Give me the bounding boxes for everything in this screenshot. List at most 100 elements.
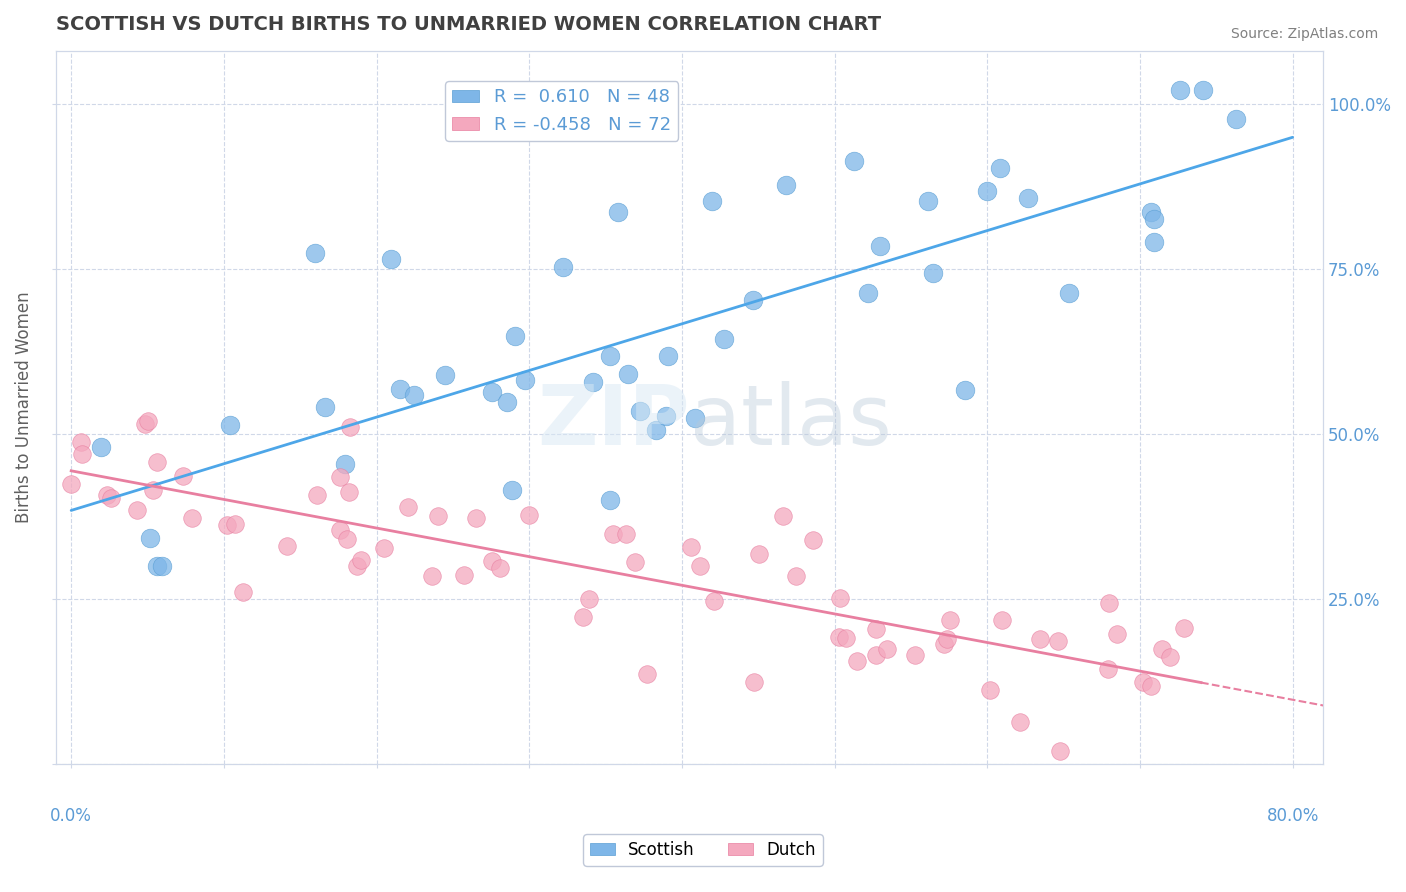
Point <box>1168 83 1191 97</box>
Point <box>1028 632 1050 646</box>
Point <box>276 539 298 553</box>
Point <box>329 470 352 484</box>
Point <box>689 559 711 574</box>
Point <box>172 469 194 483</box>
Point <box>991 613 1014 627</box>
Point <box>1017 191 1039 205</box>
Point <box>599 492 621 507</box>
Point <box>314 401 336 415</box>
Point <box>624 555 647 569</box>
Text: atlas: atlas <box>689 381 891 462</box>
Point <box>1008 714 1031 729</box>
Point <box>232 585 254 599</box>
Point <box>100 491 122 506</box>
Legend: Scottish, Dutch: Scottish, Dutch <box>583 835 823 866</box>
Point <box>90 440 112 454</box>
Point <box>775 178 797 192</box>
Point <box>979 683 1001 698</box>
Point <box>465 510 488 524</box>
Point <box>772 508 794 523</box>
Point <box>602 526 624 541</box>
Point <box>657 349 679 363</box>
Point <box>481 554 503 568</box>
Text: 80.0%: 80.0% <box>1267 807 1319 825</box>
Point <box>617 367 640 381</box>
Point <box>702 194 724 208</box>
Point <box>146 559 169 574</box>
Point <box>70 435 93 450</box>
Point <box>420 568 443 582</box>
Point <box>426 508 449 523</box>
Point <box>513 373 536 387</box>
Point <box>876 642 898 657</box>
Point <box>337 485 360 500</box>
Point <box>380 252 402 266</box>
Point <box>1139 205 1161 219</box>
Text: SCOTTISH VS DUTCH BIRTHS TO UNMARRIED WOMEN CORRELATION CHART: SCOTTISH VS DUTCH BIRTHS TO UNMARRIED WO… <box>56 15 882 34</box>
Point <box>953 383 976 397</box>
Point <box>503 328 526 343</box>
Point <box>1191 83 1213 97</box>
Point <box>70 448 93 462</box>
Point <box>742 674 765 689</box>
Point <box>636 667 658 681</box>
Point <box>1132 675 1154 690</box>
Point <box>127 502 149 516</box>
Point <box>572 610 595 624</box>
Point <box>150 559 173 574</box>
Point <box>936 632 959 646</box>
Point <box>1107 627 1129 641</box>
Point <box>856 285 879 300</box>
Point <box>939 613 962 627</box>
Point <box>1139 679 1161 693</box>
Point <box>496 395 519 409</box>
Point <box>599 349 621 363</box>
Point <box>1047 633 1070 648</box>
Point <box>614 527 637 541</box>
Point <box>1049 744 1071 758</box>
Point <box>1057 285 1080 300</box>
Point <box>976 184 998 198</box>
Point <box>785 569 807 583</box>
Point <box>578 591 600 606</box>
Point <box>501 483 523 497</box>
Legend: R =  0.610   N = 48, R = -0.458   N = 72: R = 0.610 N = 48, R = -0.458 N = 72 <box>446 81 678 141</box>
Point <box>828 591 851 605</box>
Point <box>350 552 373 566</box>
Point <box>134 417 156 431</box>
Point <box>835 631 858 645</box>
Point <box>932 637 955 651</box>
Point <box>388 382 411 396</box>
Text: ZIP: ZIP <box>537 381 689 462</box>
Point <box>517 508 540 523</box>
Point <box>921 266 943 280</box>
Y-axis label: Births to Unmarried Women: Births to Unmarried Women <box>15 292 32 524</box>
Text: Source: ZipAtlas.com: Source: ZipAtlas.com <box>1230 27 1378 41</box>
Point <box>339 420 361 434</box>
Point <box>1143 212 1166 227</box>
Point <box>917 194 939 208</box>
Point <box>304 246 326 260</box>
Point <box>703 593 725 607</box>
Point <box>329 523 352 537</box>
Point <box>1173 621 1195 635</box>
Point <box>551 260 574 274</box>
Point <box>1098 596 1121 610</box>
Point <box>136 414 159 428</box>
Point <box>1225 112 1247 127</box>
Point <box>218 418 240 433</box>
Point <box>307 488 329 502</box>
Point <box>488 560 510 574</box>
Point <box>865 622 887 636</box>
Point <box>742 293 765 307</box>
Point <box>988 161 1011 175</box>
Point <box>582 376 605 390</box>
Point <box>96 488 118 502</box>
Point <box>828 630 851 644</box>
Point <box>142 483 165 498</box>
Point <box>60 477 83 491</box>
Point <box>869 239 891 253</box>
Point <box>845 654 868 668</box>
Point <box>434 368 457 382</box>
Point <box>748 547 770 561</box>
